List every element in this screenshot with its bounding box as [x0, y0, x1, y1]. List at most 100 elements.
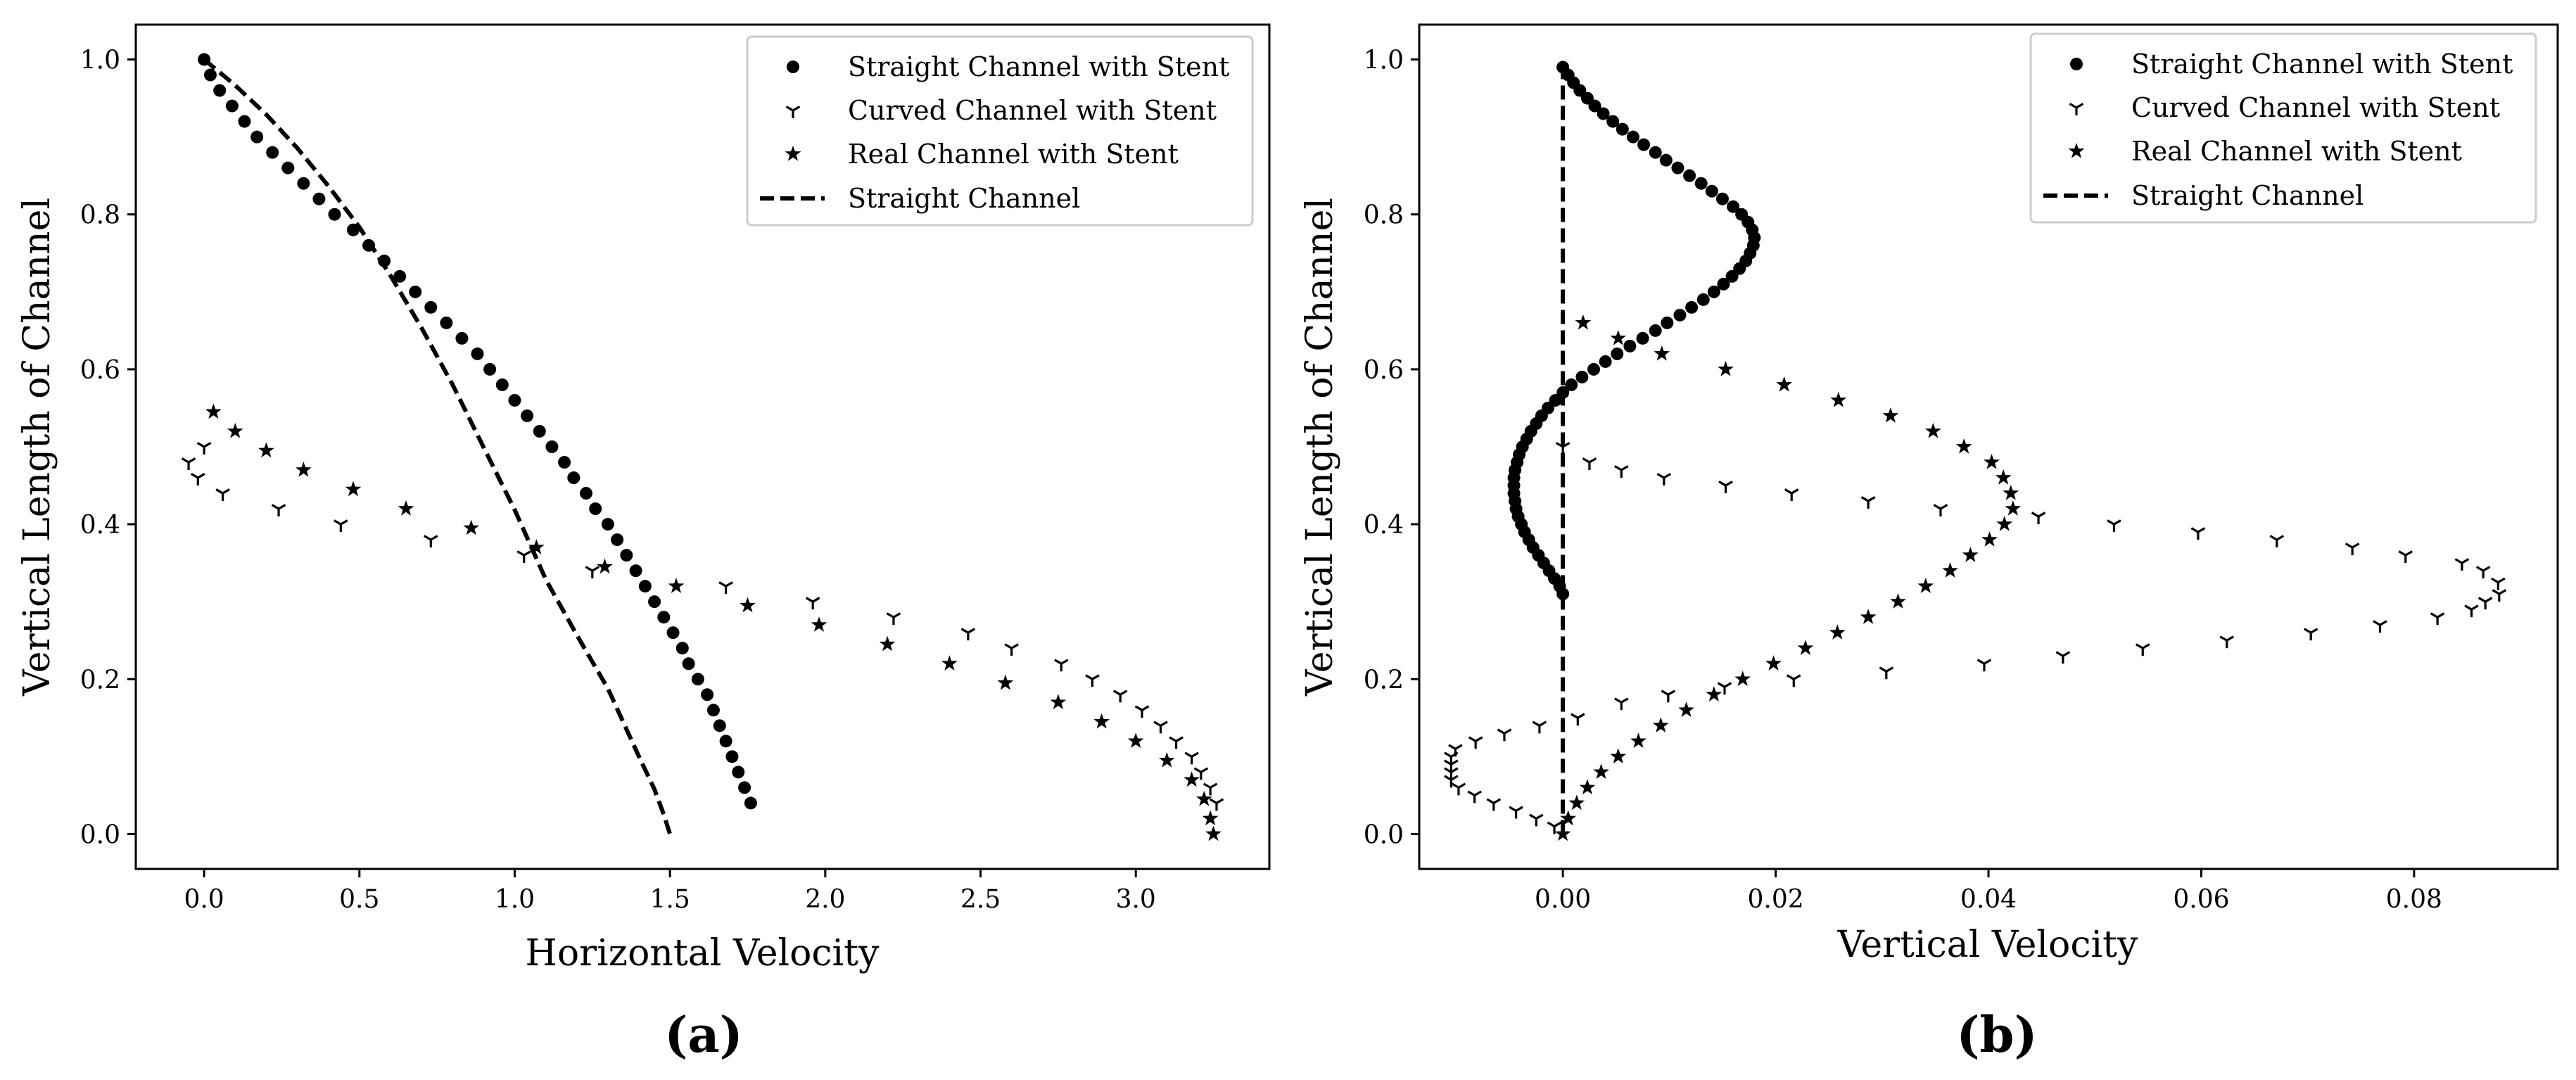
y-tick-label: 1.0: [1364, 46, 1404, 75]
data-point-dot: [589, 502, 602, 516]
data-point-tri: [1656, 472, 1672, 487]
data-point-tri: [2345, 542, 2361, 557]
data-point-tri: [1084, 674, 1100, 688]
data-point-tri: [1976, 659, 1993, 673]
data-point-dot: [558, 456, 571, 469]
legend: Straight Channel with Stent Curved Chann…: [2029, 32, 2537, 224]
data-point-tri: [2269, 535, 2285, 549]
legend: Straight Channel with Stent Curved Chann…: [746, 35, 1254, 227]
data-point-dot: [629, 564, 642, 578]
data-point-dot: [471, 347, 484, 360]
data-point-tri: [270, 503, 287, 518]
series-star: [205, 403, 1222, 841]
data-point-dot: [238, 115, 251, 128]
data-point-tri: [2430, 612, 2446, 626]
data-point-star: [1917, 578, 1934, 593]
data-point-star: [1860, 609, 1877, 624]
panel-label-b: (b): [1956, 1005, 2037, 1064]
data-point-dot: [1597, 107, 1610, 120]
data-point-dot: [213, 84, 227, 97]
data-point-star: [463, 519, 480, 535]
data-point-dot: [495, 378, 509, 391]
data-point-dot: [508, 393, 521, 407]
data-point-dot: [713, 719, 726, 732]
legend-dot-marker: [2070, 58, 2083, 70]
x-tick-label: 0.08: [2386, 885, 2442, 914]
data-point-star: [1184, 771, 1200, 787]
data-point-dot: [1705, 184, 1718, 198]
data-point-star: [1158, 751, 1175, 768]
data-point-star: [258, 442, 274, 458]
data-point-dot: [620, 549, 633, 562]
data-point-star: [597, 558, 613, 574]
data-point-dot: [601, 518, 614, 531]
y-axis-label: Vertical Length of Channel: [16, 198, 58, 697]
x-axis-label: Vertical Velocity: [1837, 924, 2138, 966]
data-point-tri: [333, 519, 349, 533]
data-point-dot: [1661, 316, 1674, 329]
series-dashed-line: [203, 58, 673, 835]
data-point-tri: [2477, 597, 2494, 611]
data-point-star: [1765, 655, 1782, 671]
data-point-dot: [738, 781, 751, 794]
data-point-dot: [1696, 293, 1710, 306]
data-point-dot: [648, 595, 661, 609]
data-point-tri: [196, 441, 212, 456]
x-tick-label: 0.00: [1535, 885, 1591, 914]
data-point-star: [1050, 694, 1067, 710]
legend-label-real-stent: Real Channel with Stent: [2131, 136, 2462, 167]
data-point-star: [1654, 345, 1670, 361]
data-point-tri: [516, 550, 532, 564]
data-point-dot: [455, 331, 469, 345]
data-point-dot: [225, 99, 239, 113]
data-point-star: [1776, 376, 1793, 392]
data-point-dot: [1715, 192, 1729, 205]
data-point-tri: [584, 566, 600, 580]
data-point-tri: [1878, 666, 1894, 680]
data-point-tri: [1581, 457, 1598, 471]
data-point-dot: [533, 424, 546, 438]
data-point-dot: [682, 657, 695, 671]
data-point-dot: [1636, 331, 1649, 345]
data-point-star: [1830, 391, 1847, 407]
data-point-dot: [1683, 169, 1696, 182]
data-point-tri: [2463, 604, 2480, 618]
data-point-star: [811, 616, 827, 632]
x-tick-label: 0.02: [1747, 885, 1803, 914]
y-tick-label: 0.4: [80, 511, 120, 540]
data-point-dot: [203, 68, 217, 82]
x-tick-label: 2.0: [805, 885, 845, 914]
x-tick-label: 1.5: [650, 885, 690, 914]
data-point-tri: [1613, 464, 1630, 479]
legend-label-straight-channel: Straight Channel: [2131, 180, 2364, 211]
data-point-dot: [409, 285, 422, 298]
data-point-dot: [1623, 339, 1637, 352]
data-point-tri: [2303, 628, 2319, 642]
data-point-star: [398, 500, 414, 516]
legend-label-real-stent: Real Channel with Stent: [848, 139, 1179, 170]
legend-dot-marker: [787, 61, 799, 73]
data-marks: [1443, 59, 2507, 841]
y-tick-label: 0.8: [1364, 201, 1404, 230]
data-point-star: [1995, 469, 2012, 485]
data-point-tri: [190, 472, 206, 487]
data-point-star: [1829, 624, 1846, 640]
data-point-dot: [1626, 130, 1639, 144]
data-point-tri: [1168, 736, 1184, 750]
data-point-tri: [1784, 488, 1800, 502]
data-point-dot: [266, 146, 279, 159]
data-point-dot: [579, 487, 592, 500]
data-point-tri: [423, 535, 439, 549]
data-point-star: [1981, 531, 1998, 547]
x-axis-label: Horizontal Velocity: [526, 932, 880, 974]
data-point-dot: [1616, 122, 1629, 136]
data-point-star: [997, 674, 1014, 690]
data-point-star: [2005, 500, 2022, 516]
data-point-dot: [1599, 355, 1612, 368]
data-point-star: [1568, 794, 1585, 811]
data-point-star: [1955, 438, 1972, 454]
data-point-tri: [885, 612, 902, 626]
data-point-dot: [1637, 138, 1651, 151]
legend-label-straight-stent: Straight Channel with Stent: [2131, 49, 2513, 80]
data-point-star: [1718, 360, 1734, 376]
